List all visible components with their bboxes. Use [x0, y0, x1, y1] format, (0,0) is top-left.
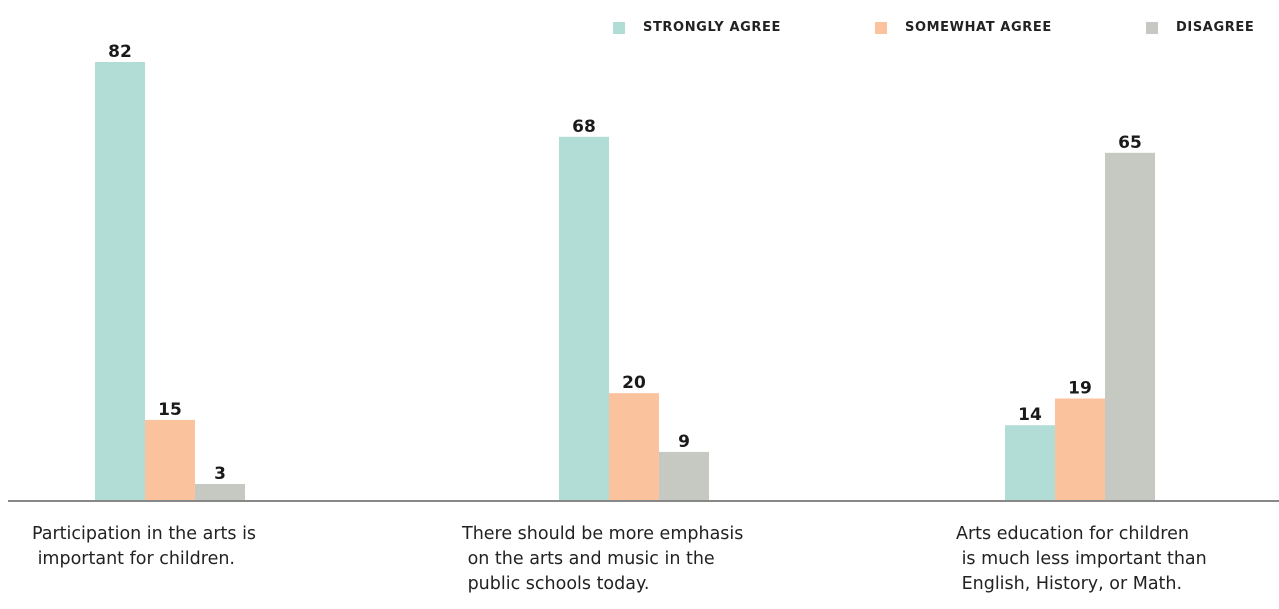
bar-arts-less-important-disagree — [1105, 153, 1155, 500]
value-label-more-emphasis-strongly-agree: 68 — [572, 117, 596, 137]
bar-arts-less-important-somewhat-agree — [1055, 399, 1105, 500]
bar-more-emphasis-disagree — [659, 452, 709, 500]
value-label-more-emphasis-disagree: 9 — [678, 432, 690, 452]
bar-participation-somewhat-agree — [145, 420, 195, 500]
value-label-arts-less-important-strongly-agree: 14 — [1018, 405, 1042, 425]
category-label-arts-less-important: Arts education for children is much less… — [956, 522, 1207, 597]
value-label-arts-less-important-disagree: 65 — [1118, 133, 1142, 153]
value-label-arts-less-important-somewhat-agree: 19 — [1068, 379, 1092, 399]
bar-more-emphasis-strongly-agree — [559, 137, 609, 500]
bar-participation-strongly-agree — [95, 62, 145, 500]
value-label-participation-somewhat-agree: 15 — [158, 400, 182, 420]
value-label-participation-disagree: 3 — [214, 464, 226, 484]
bar-more-emphasis-somewhat-agree — [609, 393, 659, 500]
bar-arts-less-important-strongly-agree — [1005, 425, 1055, 500]
bar-participation-disagree — [195, 484, 245, 500]
value-label-participation-strongly-agree: 82 — [108, 42, 132, 62]
value-label-more-emphasis-somewhat-agree: 20 — [622, 373, 646, 393]
category-label-more-emphasis: There should be more emphasis on the art… — [462, 522, 743, 597]
category-label-participation: Participation in the arts is important f… — [32, 522, 256, 572]
